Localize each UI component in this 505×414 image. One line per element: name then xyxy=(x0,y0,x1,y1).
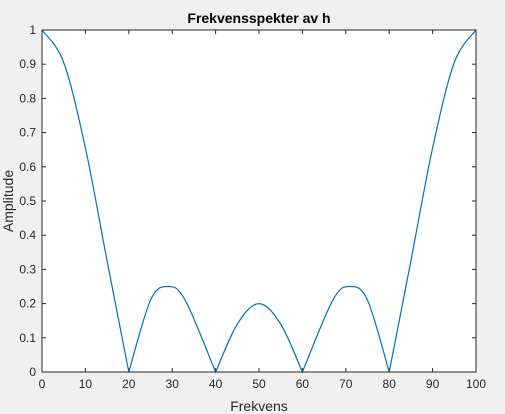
x-tick-label: 90 xyxy=(426,377,440,391)
y-axis-label: Amplitude xyxy=(0,170,16,232)
x-tick-label: 60 xyxy=(296,377,310,391)
x-tick-label: 70 xyxy=(339,377,353,391)
x-tick-label: 10 xyxy=(79,377,93,391)
series-line xyxy=(41,29,477,374)
x-tick-label: 80 xyxy=(383,377,397,391)
series-layer xyxy=(41,29,477,374)
y-tick-label: 0.5 xyxy=(19,194,36,208)
y-tick-label: 0.2 xyxy=(19,297,36,311)
x-tick-label: 100 xyxy=(466,377,486,391)
plot-area xyxy=(42,30,476,372)
x-tick-label: 30 xyxy=(166,377,180,391)
y-tick-label: 0.7 xyxy=(19,126,36,140)
x-tick-label: 50 xyxy=(252,377,266,391)
y-tick-label: 0.9 xyxy=(19,57,36,71)
chart-title: Frekvensspekter av h xyxy=(187,10,330,26)
y-tick-label: 0.4 xyxy=(19,228,36,242)
x-tick-label: 40 xyxy=(209,377,223,391)
y-tick-label: 0.8 xyxy=(19,91,36,105)
y-tick-labels: 0 0.1 0.2 0.3 0.4 0.5 0.6 0.7 0.8 0.9 1 xyxy=(19,23,36,379)
x-tick-labels: 0 10 20 30 40 50 60 70 80 90 100 xyxy=(39,377,487,391)
y-tick-label: 0 xyxy=(29,365,36,379)
x-tick-label: 20 xyxy=(122,377,136,391)
y-tick-label: 0.3 xyxy=(19,262,36,276)
y-tick-label: 1 xyxy=(29,23,36,37)
plot-frame xyxy=(41,29,477,373)
x-tick-label: 0 xyxy=(39,377,46,391)
x-axis-label: Frekvens xyxy=(230,398,288,414)
y-tick-label: 0.1 xyxy=(19,331,36,345)
y-tick-label: 0.6 xyxy=(19,160,36,174)
